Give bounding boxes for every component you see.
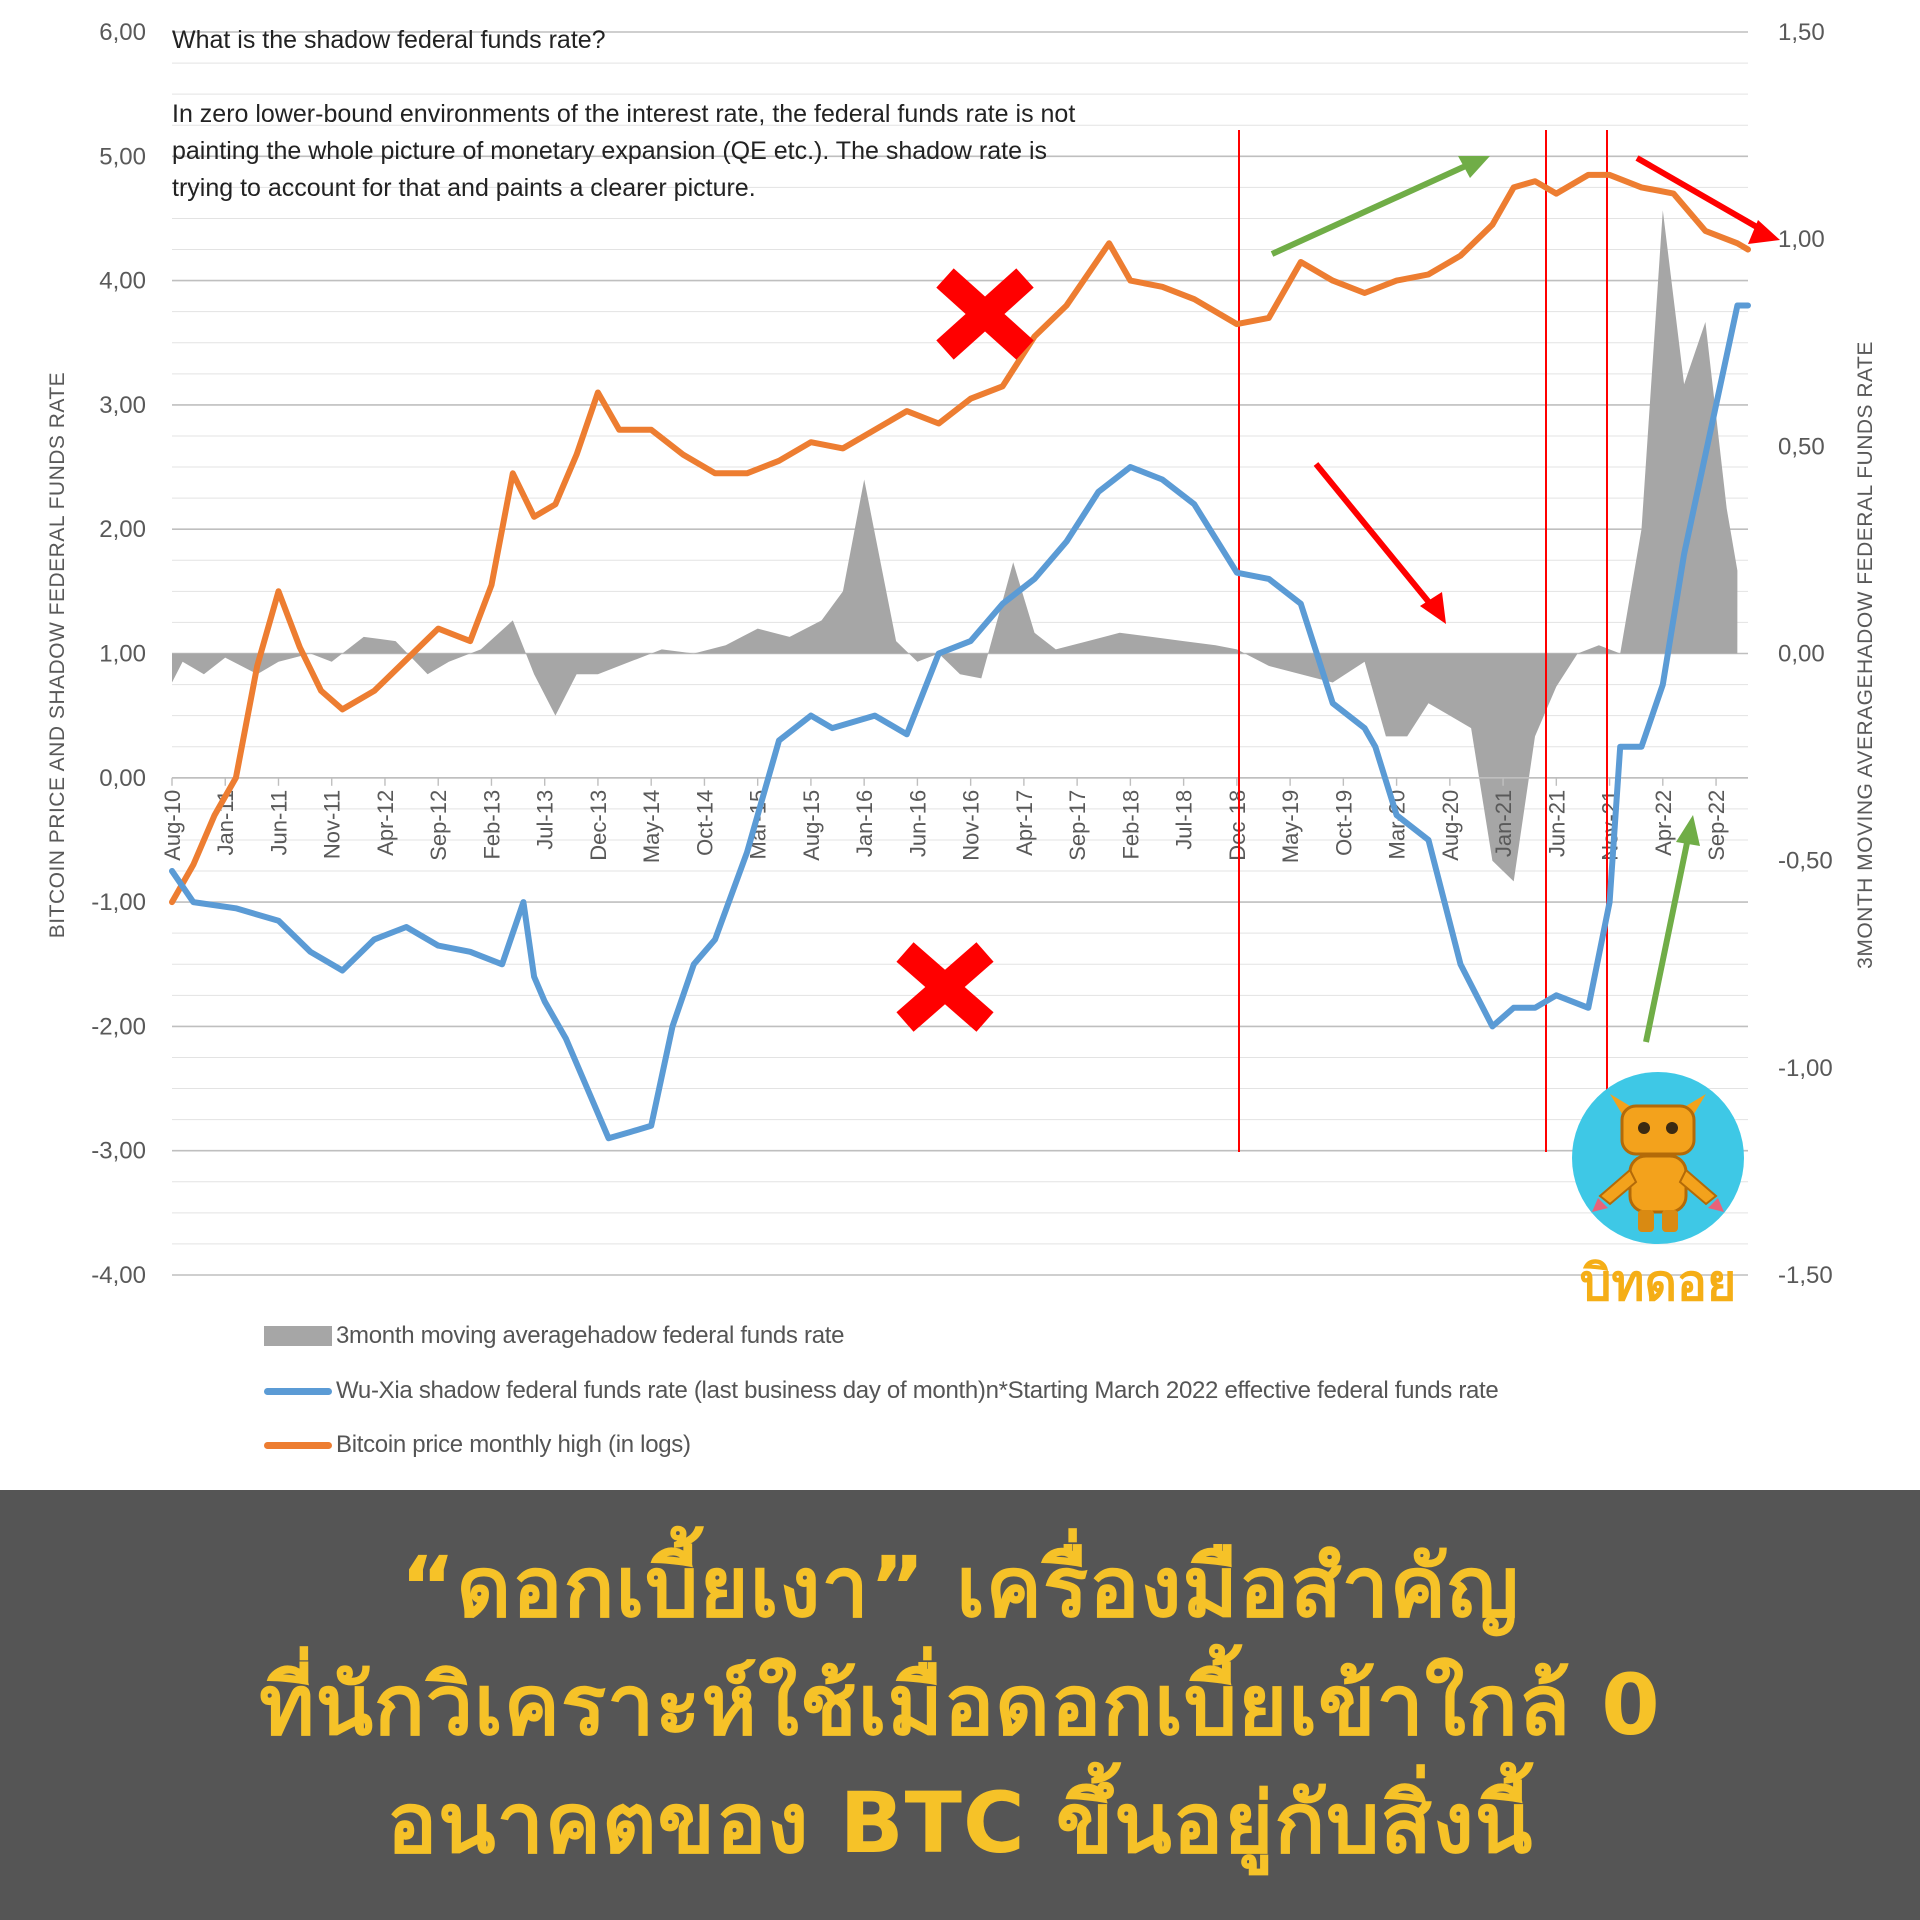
- red-arrow-down-2019: [1313, 462, 1446, 624]
- red-vertical-markers: [1238, 130, 1608, 1152]
- legend-area-swatch: [264, 1326, 332, 1346]
- series-line-bitcoin-price: [169, 171, 1751, 906]
- note-body: In zero lower-bound environments of the …: [172, 100, 1076, 202]
- x-tick-label: Aug-10: [160, 790, 185, 861]
- y-tick-label: -3,00: [91, 1138, 146, 1165]
- x-tick-label: Apr-12: [373, 790, 398, 856]
- green-arrow-up-2019: [1270, 156, 1490, 257]
- x-tick-label: Dec-18: [1225, 790, 1250, 861]
- y2-tick-label: -0,50: [1778, 848, 1833, 875]
- x-tick-label: Aug-15: [799, 790, 824, 861]
- brand-logo: บิทดอย: [1568, 1070, 1748, 1311]
- x-tick-label: Oct-19: [1331, 790, 1356, 856]
- x-tick-label: Dec-13: [586, 790, 611, 861]
- y-tick-label: -4,00: [91, 1262, 146, 1289]
- x-tick-label: Jun-16: [905, 790, 930, 857]
- x-tick-label: Nov-16: [959, 790, 984, 861]
- right-y-axis: 1,50 1,00 0,50 0,00 -0,50 -1,00 -1,50: [1778, 19, 1833, 1289]
- y-tick-label: -2,00: [91, 1013, 146, 1040]
- legend-item-area: 3month moving averagehadow federal funds…: [264, 1322, 844, 1350]
- y2-tick-label: -1,00: [1778, 1055, 1833, 1082]
- legend-item-blue: Wu-Xia shadow federal funds rate (last b…: [264, 1377, 1499, 1405]
- y2-tick-label: -1,50: [1778, 1262, 1833, 1289]
- legend-area-label: 3month moving averagehadow federal funds…: [336, 1322, 845, 1349]
- y2-tick-label: 0,50: [1778, 433, 1825, 460]
- y2-tick-label: 1,00: [1778, 226, 1825, 253]
- headline-line-3: อนาคตของ BTC ขึ้นอยู่กับสิ่งนี้: [386, 1774, 1534, 1872]
- legend-item-orange: Bitcoin price monthly high (in logs): [264, 1431, 691, 1459]
- series-lines: [169, 171, 1751, 1142]
- y-tick-label: 5,00: [99, 143, 146, 170]
- x-tick-label: Feb-18: [1118, 790, 1143, 860]
- x-tick-label: Sep-12: [426, 790, 451, 861]
- x-tick-label: May-14: [639, 790, 664, 863]
- y-tick-label: 4,00: [99, 268, 146, 295]
- y-tick-label: 3,00: [99, 392, 146, 419]
- x-tick-label: Aug-20: [1438, 790, 1463, 861]
- left-y-axis-title: BITCOIN PRICE AND SHADOW FEDERAL FUNDS R…: [46, 372, 69, 938]
- annotations: [896, 155, 1780, 1043]
- x-tick-label: Jun-11: [266, 790, 291, 856]
- y-tick-label: 0,00: [99, 765, 146, 792]
- x-tick-label: Jul-18: [1172, 790, 1197, 850]
- cross-mark-lower: [896, 942, 994, 1032]
- cross-mark-upper: [936, 268, 1034, 360]
- y-tick-label: 1,00: [99, 641, 146, 668]
- x-tick-label: Feb-13: [479, 790, 504, 860]
- y2-tick-label: 0,00: [1778, 641, 1825, 668]
- left-y-axis: 6,00 5,00 4,00 3,00 2,00 1,00 0,00 -1,00 -2,00 -3…: [91, 19, 146, 1289]
- red-arrow-down-2022: [1635, 155, 1780, 244]
- logo-text: บิทดอย: [1579, 1254, 1737, 1312]
- chart-note: What is the shadow federal funds rate? I…: [172, 22, 1102, 207]
- x-tick-label: Apr-22: [1651, 790, 1676, 856]
- chart: 6,00 5,00 4,00 3,00 2,00 1,00 0,00 -1,00 -2,00 -3…: [46, 19, 1877, 1289]
- x-tick-label: Jan-16: [852, 790, 877, 857]
- mascot-icon: [1572, 1072, 1744, 1244]
- green-arrow-up-2022: [1643, 815, 1700, 1043]
- y-tick-label: 2,00: [99, 516, 146, 543]
- x-tick-label: Apr-17: [1012, 790, 1037, 856]
- legend-orange-label: Bitcoin price monthly high (in logs): [336, 1431, 691, 1458]
- x-tick-label: Jan-21: [1491, 790, 1516, 857]
- x-tick-label: Sep-22: [1704, 790, 1729, 861]
- x-tick-label: Jul-13: [533, 790, 558, 850]
- headline-line-1: “ดอกเบี้ยเงา” เครื่องมือสำคัญ: [400, 1538, 1520, 1636]
- x-tick-label: Sep-17: [1065, 790, 1090, 861]
- x-tick-label: May-19: [1278, 790, 1303, 863]
- right-y-axis-title: 3MONTH MOVING AVERAGEHADOW FEDERAL FUNDS…: [1854, 341, 1877, 969]
- headline-banner: “ดอกเบี้ยเงา” เครื่องมือสำคัญ ที่นักวิเค…: [0, 1490, 1920, 1920]
- x-tick-label: Nov-11: [320, 790, 345, 859]
- y-tick-label: -1,00: [91, 889, 146, 916]
- chart-gridlines: [172, 31, 1748, 1276]
- x-tick-label: Oct-14: [692, 790, 717, 856]
- headline-line-2: ที่นักวิเคราะห์ใช้เมื่อดอกเบี้ยเข้าใกล้ …: [259, 1656, 1661, 1754]
- x-axis: Aug-10 Jan-11 Jun-11 Nov-11 Apr-12 Sep-12 Feb-…: [160, 776, 1748, 863]
- note-question: What is the shadow federal funds rate?: [172, 26, 606, 54]
- y-tick-label: 6,00: [99, 19, 146, 46]
- y2-tick-label: 1,50: [1778, 19, 1825, 46]
- legend-orange-swatch: [264, 1441, 332, 1449]
- series-line-shadow-rate: [169, 302, 1751, 1142]
- x-tick-label: Jun-21: [1544, 790, 1569, 857]
- legend-blue-label: Wu-Xia shadow federal funds rate (last b…: [336, 1377, 1499, 1404]
- legend-blue-swatch: [264, 1387, 332, 1395]
